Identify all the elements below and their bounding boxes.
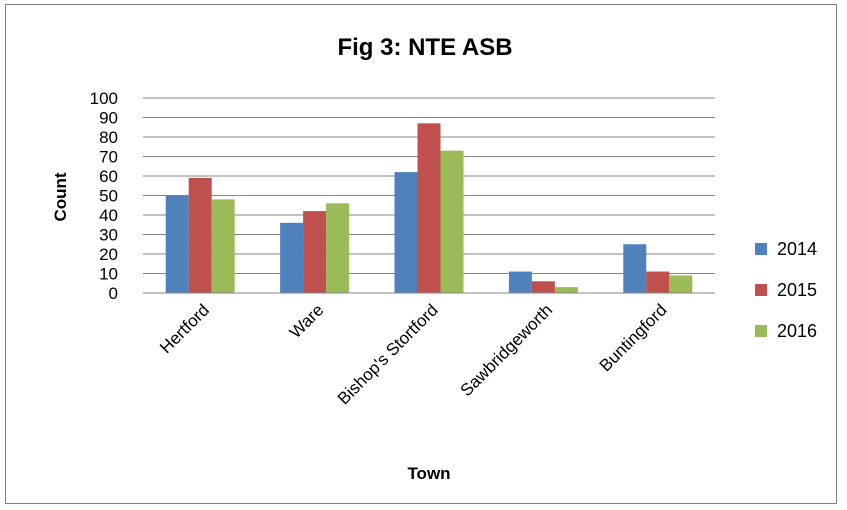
chart-title: Fig 3: NTE ASB (337, 34, 512, 61)
legend-swatch-2015 (755, 284, 767, 296)
y-tick-label: 0 (109, 284, 118, 303)
y-tick-label: 10 (99, 265, 118, 284)
bar-2014-2 (394, 172, 418, 293)
y-tick-label: 20 (99, 245, 118, 264)
x-tick-label: Sawbridgeworth (457, 300, 557, 400)
bar-2015-3 (531, 281, 555, 293)
bar-2015-0 (188, 177, 212, 293)
y-tick-label: 70 (99, 148, 118, 167)
x-axis-title: Town (407, 464, 450, 483)
bar-2016-4 (669, 275, 693, 293)
bar-2015-4 (646, 271, 670, 293)
legend-swatch-2016 (755, 325, 767, 337)
legend-label: 2015 (777, 280, 817, 300)
y-axis-title: Count (51, 172, 70, 221)
bar-2016-0 (211, 199, 235, 293)
y-tick-label: 90 (99, 109, 118, 128)
bar-2015-1 (303, 211, 327, 293)
y-tick-label: 80 (99, 128, 118, 147)
y-tick-label: 100 (90, 89, 118, 108)
x-tick-labels: Hertford Ware Bishop's Stortford Sawbridgew… (156, 300, 670, 408)
legend-label: 2014 (777, 239, 817, 259)
bar-2014-0 (165, 195, 189, 293)
gridlines (143, 97, 715, 274)
bar-2016-1 (326, 203, 350, 293)
bar-2016-3 (554, 287, 578, 293)
bars (165, 123, 693, 293)
y-tick-label: 60 (99, 167, 118, 186)
y-tick-label: 50 (99, 187, 118, 206)
legend-swatch-2014 (755, 243, 767, 255)
bar-2014-4 (623, 244, 647, 293)
legend: 2014 2015 2016 (755, 239, 817, 341)
bar-2015-2 (417, 123, 441, 293)
bar-2016-2 (440, 150, 464, 293)
y-tick-label: 30 (99, 226, 118, 245)
y-tick-label: 40 (99, 206, 118, 225)
legend-label: 2016 (777, 321, 817, 341)
x-tick-label: Bishop's Stortford (334, 300, 442, 408)
bar-2014-1 (280, 222, 304, 293)
x-tick-label: Ware (286, 300, 328, 342)
x-tick-label: Hertford (156, 300, 213, 357)
bar-2014-3 (508, 271, 532, 293)
x-tick-label: Buntingford (596, 300, 671, 375)
